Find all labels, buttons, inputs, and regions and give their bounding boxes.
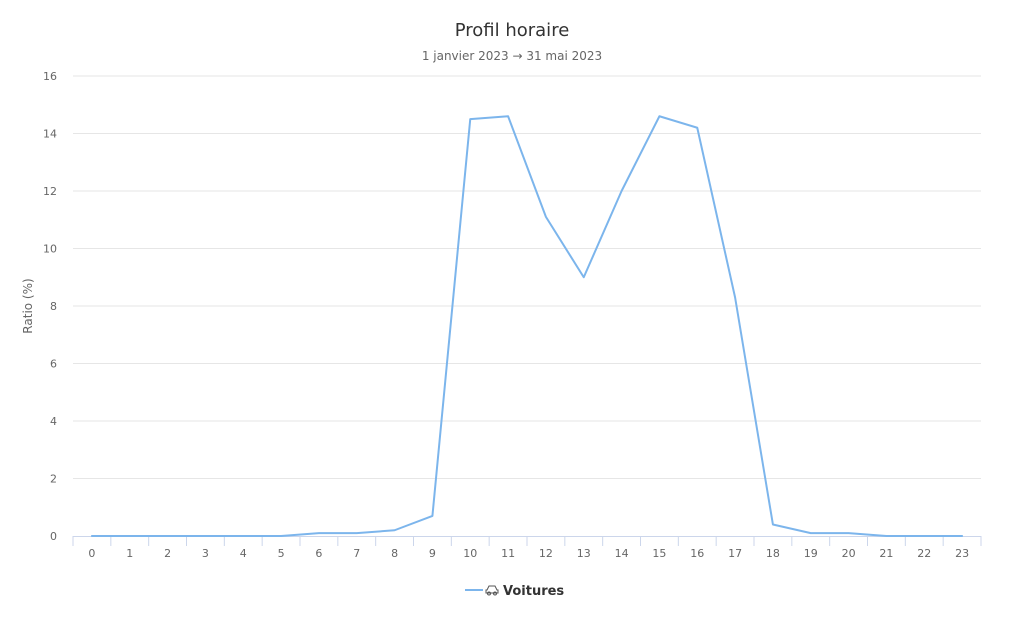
x-tick-label: 4 <box>240 547 247 560</box>
x-tick-label: 0 <box>88 547 95 560</box>
legend-label-voitures: Voitures <box>503 584 564 599</box>
data-point[interactable] <box>543 214 549 220</box>
x-tick-label: 22 <box>917 547 931 560</box>
data-point[interactable] <box>240 533 246 539</box>
data-point[interactable] <box>921 533 927 539</box>
data-point[interactable] <box>354 530 360 536</box>
x-tick-label: 6 <box>315 547 322 560</box>
data-point[interactable] <box>808 530 814 536</box>
data-point[interactable] <box>202 533 208 539</box>
y-tick-label: 4 <box>50 415 57 428</box>
y-tick-label: 8 <box>50 300 57 313</box>
x-tick-label: 15 <box>652 547 666 560</box>
x-tick-label: 12 <box>539 547 553 560</box>
y-axis-title: Ratio (%) <box>21 278 35 333</box>
x-tick-label: 16 <box>690 547 704 560</box>
data-point[interactable] <box>656 113 662 119</box>
series-line-voitures[interactable] <box>90 115 964 537</box>
x-tick-label: 20 <box>842 547 856 560</box>
data-point[interactable] <box>278 533 284 539</box>
data-point[interactable] <box>581 274 587 280</box>
x-tick-label: 9 <box>429 547 436 560</box>
data-point[interactable] <box>770 522 776 528</box>
data-point[interactable] <box>392 527 398 533</box>
y-tick-label: 12 <box>43 185 57 198</box>
x-tick-label: 21 <box>879 547 893 560</box>
data-point[interactable] <box>505 113 511 119</box>
y-axis-ticks: 0 2 4 6 8 10 12 14 16 <box>43 70 57 543</box>
car-icon <box>485 585 499 596</box>
x-tick-label: 13 <box>577 547 591 560</box>
y-tick-label: 10 <box>43 243 57 256</box>
data-point[interactable] <box>127 533 133 539</box>
x-tick-label: 23 <box>955 547 969 560</box>
x-tick-label: 8 <box>391 547 398 560</box>
chart-subtitle: 1 janvier 2023 → 31 mai 2023 <box>422 49 602 63</box>
y-tick-label: 6 <box>50 358 57 371</box>
data-point[interactable] <box>316 530 322 536</box>
data-point[interactable] <box>883 533 889 539</box>
data-point[interactable] <box>619 188 625 194</box>
y-tick-label: 16 <box>43 70 57 83</box>
x-tick-label: 14 <box>615 547 629 560</box>
x-axis <box>72 536 982 546</box>
data-point[interactable] <box>165 533 171 539</box>
data-point[interactable] <box>732 294 738 300</box>
x-tick-label: 5 <box>278 547 285 560</box>
chart-title: Profil horaire <box>455 20 570 41</box>
y-tick-label: 2 <box>50 473 57 486</box>
x-tick-label: 7 <box>353 547 360 560</box>
x-axis-ticks: 0 1 2 3 4 5 6 7 8 9 10 11 12 13 14 15 16 17 18 19 20 21 22 23 <box>88 547 969 560</box>
data-point[interactable] <box>467 116 473 122</box>
x-tick-label: 19 <box>804 547 818 560</box>
x-tick-label: 3 <box>202 547 209 560</box>
x-tick-label: 10 <box>463 547 477 560</box>
grid-lines <box>73 75 981 479</box>
data-point[interactable] <box>694 125 700 131</box>
x-tick-label: 2 <box>164 547 171 560</box>
y-tick-label: 14 <box>43 128 57 141</box>
y-tick-label: 0 <box>50 530 57 543</box>
legend[interactable]: Voitures <box>465 584 564 599</box>
data-point[interactable] <box>959 533 965 539</box>
x-tick-label: 11 <box>501 547 515 560</box>
data-point[interactable] <box>846 530 852 536</box>
data-point[interactable] <box>429 513 435 519</box>
data-point[interactable] <box>89 533 95 539</box>
x-tick-label: 17 <box>728 547 742 560</box>
series-layer <box>89 113 965 539</box>
x-tick-label: 18 <box>766 547 780 560</box>
x-tick-label: 1 <box>126 547 133 560</box>
